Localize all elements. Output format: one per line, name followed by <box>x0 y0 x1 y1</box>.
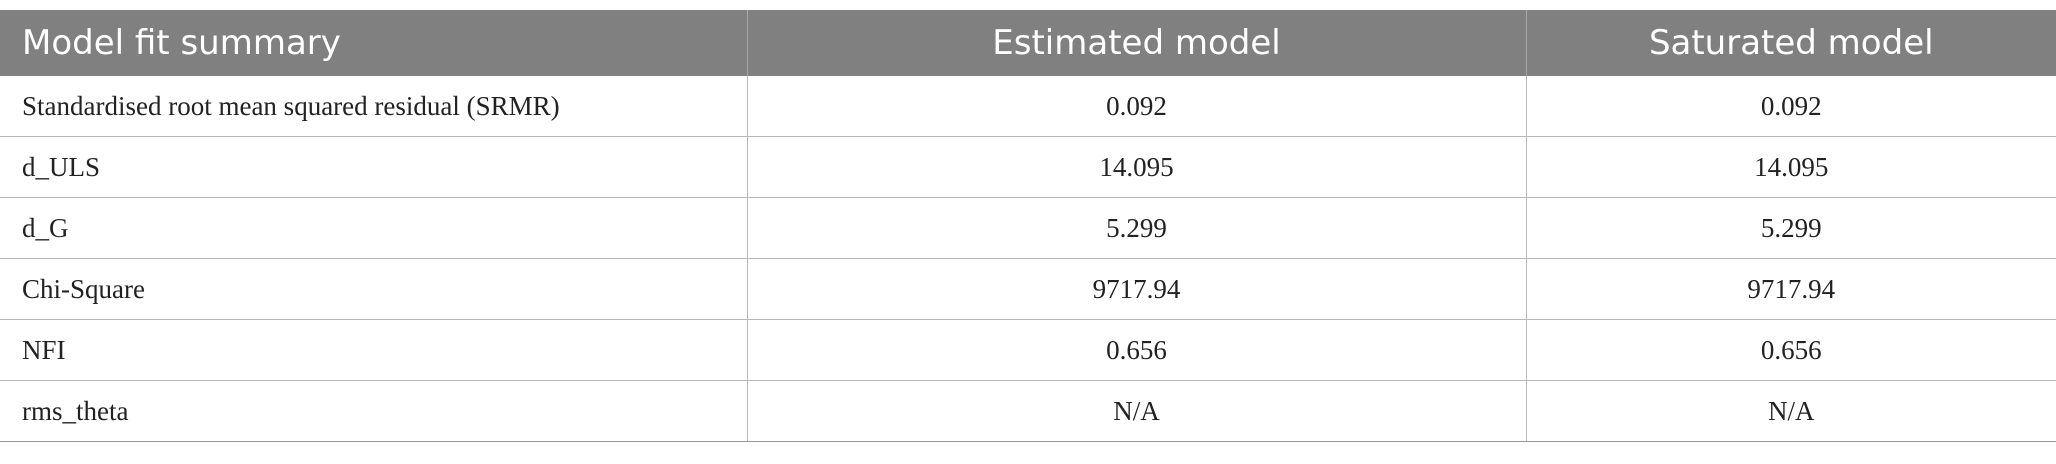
cell-value: 14.095 <box>746 136 1526 198</box>
row-label: d_ULS <box>0 136 747 198</box>
table-row: rms_theta N/A N/A <box>0 380 2056 442</box>
cell-value: 9717.94 <box>746 258 1526 320</box>
cell-value: 0.656 <box>746 319 1526 381</box>
cell-value: 5.299 <box>1525 197 2056 259</box>
table-body: Standardised root mean squared residual … <box>0 76 2056 442</box>
cell-value: 5.299 <box>746 197 1526 259</box>
row-label: Chi-Square <box>0 258 747 320</box>
table-container: Model fit summary Estimated model Saturate… <box>0 10 2056 442</box>
column-header: Model fit summary <box>0 10 747 76</box>
table-row: NFI 0.656 0.656 <box>0 319 2056 381</box>
cell-value: N/A <box>1525 380 2056 442</box>
cell-value: 0.092 <box>746 76 1526 137</box>
cell-value: 9717.94 <box>1525 258 2056 320</box>
row-label: rms_theta <box>0 380 747 442</box>
cell-value: 0.092 <box>1525 76 2056 137</box>
table-row: Standardised root mean squared residual … <box>0 76 2056 137</box>
cell-value: N/A <box>746 380 1526 442</box>
table-row: d_ULS 14.095 14.095 <box>0 136 2056 198</box>
row-label: Standardised root mean squared residual … <box>0 76 747 137</box>
row-label: d_G <box>0 197 747 259</box>
header-row: Model fit summary Estimated model Saturate… <box>0 10 2056 76</box>
cell-value: 14.095 <box>1525 136 2056 198</box>
cell-value: 0.656 <box>1525 319 2056 381</box>
row-label: NFI <box>0 319 747 381</box>
table-row: d_G 5.299 5.299 <box>0 197 2056 259</box>
table-row: Chi-Square 9717.94 9717.94 <box>0 258 2056 320</box>
column-header: Saturated model <box>1525 10 2056 76</box>
fit-table: Model fit summary Estimated model Saturate… <box>0 10 2056 442</box>
column-header: Estimated model <box>746 10 1526 76</box>
